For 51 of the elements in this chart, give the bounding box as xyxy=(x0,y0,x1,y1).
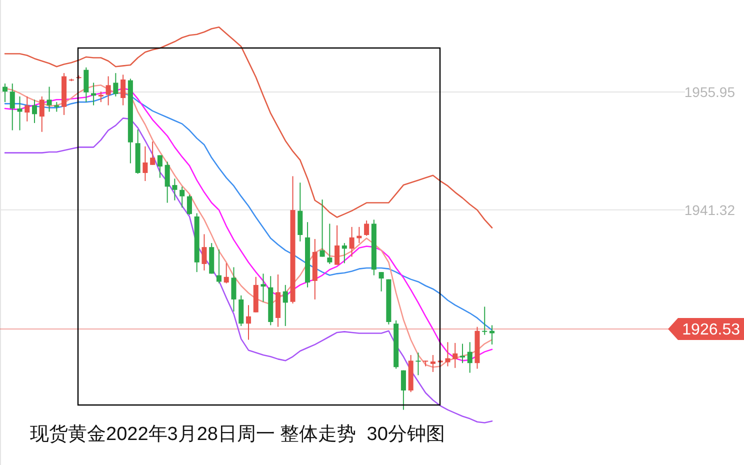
candlestick xyxy=(10,83,15,131)
candlestick xyxy=(46,86,52,112)
candlestick xyxy=(39,96,44,132)
candlestick xyxy=(282,284,288,327)
candlestick xyxy=(164,161,170,204)
candlestick xyxy=(430,354,436,372)
candlestick xyxy=(224,262,229,284)
candlestick xyxy=(186,194,192,216)
candlestick xyxy=(157,154,162,178)
candlestick xyxy=(142,146,148,182)
candlestick xyxy=(231,266,236,312)
candlestick xyxy=(334,224,340,266)
candlestick xyxy=(172,178,178,201)
candlestick xyxy=(120,74,126,106)
candlestick xyxy=(202,234,207,271)
candlestick xyxy=(216,249,222,284)
candlestick xyxy=(482,306,488,336)
candlestick xyxy=(24,96,30,122)
text: 现货黄金2022年3月28日周一 整体走势 30分钟图 xyxy=(30,424,445,445)
candlestick xyxy=(349,226,354,258)
candlestick xyxy=(180,186,185,208)
candlestick xyxy=(489,324,495,346)
candlestick xyxy=(342,242,347,264)
line-series xyxy=(4,118,493,424)
candlestick xyxy=(150,141,156,166)
candlestick xyxy=(113,72,118,97)
candlestick xyxy=(32,99,38,124)
candlestick xyxy=(91,82,96,106)
candlestick xyxy=(467,342,472,374)
candlestick xyxy=(416,352,421,376)
candlestick xyxy=(106,76,111,106)
candlestick xyxy=(400,370,406,410)
y-tick-label: 1955.95 xyxy=(684,84,736,100)
line-series xyxy=(4,26,493,228)
candlestick xyxy=(246,304,252,340)
candlestick xyxy=(2,83,8,103)
candlestick xyxy=(378,272,384,292)
candlestick xyxy=(445,342,450,367)
candlestick xyxy=(260,273,266,302)
candlestick xyxy=(320,199,325,258)
candlestick xyxy=(17,96,22,131)
candlestick xyxy=(452,342,458,368)
y-tick-label: 1941.32 xyxy=(684,202,736,218)
candlestick xyxy=(364,220,370,236)
candlestick xyxy=(327,223,332,264)
candlestick xyxy=(98,91,104,103)
candlestick xyxy=(84,66,89,103)
candlestick xyxy=(54,102,60,112)
ref-line-label: 1926.53 xyxy=(682,322,740,339)
candlestick xyxy=(460,343,465,364)
ref-label: 1926.53 xyxy=(668,318,744,340)
